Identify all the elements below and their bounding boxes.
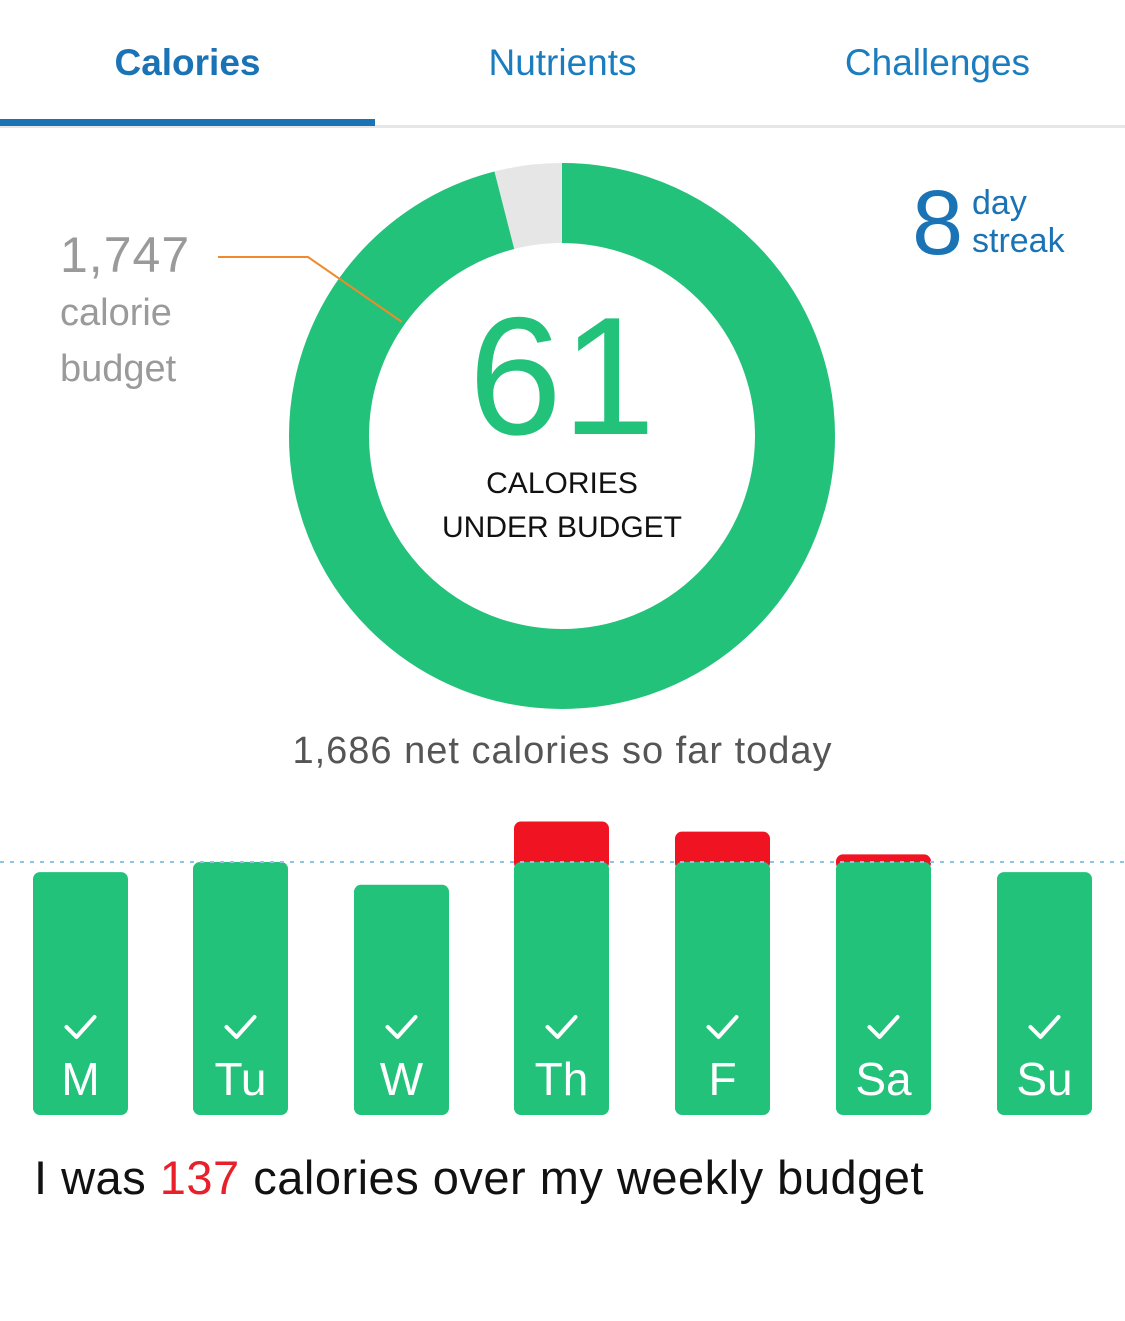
bar-under-segment bbox=[33, 872, 128, 1115]
day-label: M bbox=[61, 1053, 99, 1105]
summary-prefix: I was bbox=[34, 1151, 160, 1204]
calories-under-value: 61 bbox=[468, 282, 656, 470]
day-label: Sa bbox=[855, 1053, 912, 1105]
streak-caption-line1: day bbox=[972, 184, 1027, 222]
calorie-budget-label: 1,747 calorie budget bbox=[60, 225, 190, 397]
bar-over-segment bbox=[514, 821, 609, 870]
calories-under-caption: CALORIES UNDER BUDGET bbox=[362, 462, 762, 550]
checkmark-icon bbox=[385, 1015, 418, 1039]
weekly-bar-chart: M Tu W Th F Sa Su bbox=[0, 821, 1125, 1115]
budget-caption-line1: calorie bbox=[60, 292, 172, 334]
checkmark-icon bbox=[64, 1015, 97, 1039]
day-bar-w[interactable]: W bbox=[354, 884, 449, 1115]
weekly-summary: I was 137 calories over my weekly budget bbox=[34, 1150, 924, 1205]
budget-leader-line bbox=[218, 256, 403, 323]
day-bar-sa[interactable]: Sa bbox=[836, 854, 931, 1115]
day-label: Su bbox=[1016, 1053, 1072, 1105]
budget-caption-line2: budget bbox=[60, 348, 177, 390]
bar-under-segment bbox=[193, 862, 288, 1115]
checkmark-icon bbox=[706, 1015, 739, 1039]
tab-calories[interactable]: Calories bbox=[114, 41, 261, 83]
checkmark-icon bbox=[867, 1015, 900, 1039]
day-label: F bbox=[708, 1053, 736, 1105]
net-calories-text: 1,686 net calories so far today bbox=[292, 730, 833, 772]
checkmark-icon bbox=[1028, 1015, 1061, 1039]
day-label: Tu bbox=[215, 1053, 267, 1105]
active-tab-indicator bbox=[0, 119, 375, 126]
summary-suffix: calories over my weekly budget bbox=[239, 1151, 924, 1204]
calories-under-caption-line1: CALORIES bbox=[486, 467, 638, 500]
day-bar-tu[interactable]: Tu bbox=[193, 862, 288, 1115]
calories-under-caption-line2: UNDER BUDGET bbox=[441, 511, 682, 544]
budget-value: 1,747 bbox=[60, 227, 191, 283]
tab-bar: Calories Nutrients Challenges bbox=[0, 0, 1125, 128]
bar-under-segment bbox=[354, 884, 449, 1115]
calorie-donut-chart bbox=[218, 163, 835, 709]
day-label: W bbox=[380, 1053, 424, 1105]
day-bar-f[interactable]: F bbox=[675, 831, 770, 1115]
summary-over-value: 137 bbox=[159, 1151, 240, 1204]
day-bar-su[interactable]: Su bbox=[997, 872, 1092, 1115]
bar-over-segment bbox=[675, 831, 770, 870]
bar-under-segment bbox=[514, 862, 609, 1115]
day-bar-th[interactable]: Th bbox=[514, 821, 609, 1115]
streak-caption-line2: streak bbox=[972, 222, 1065, 260]
checkmark-icon bbox=[545, 1015, 578, 1039]
tab-challenges[interactable]: Challenges bbox=[844, 41, 1031, 83]
bar-under-segment bbox=[675, 862, 770, 1115]
bar-under-segment bbox=[836, 862, 931, 1115]
day-label: Th bbox=[535, 1053, 589, 1105]
day-bar-m[interactable]: M bbox=[33, 872, 128, 1115]
donut-consumed-arc bbox=[289, 163, 835, 709]
tab-nutrients[interactable]: Nutrients bbox=[488, 41, 637, 83]
checkmark-icon bbox=[224, 1015, 257, 1039]
bar-under-segment bbox=[997, 872, 1092, 1115]
streak-value: 8 bbox=[912, 172, 964, 274]
